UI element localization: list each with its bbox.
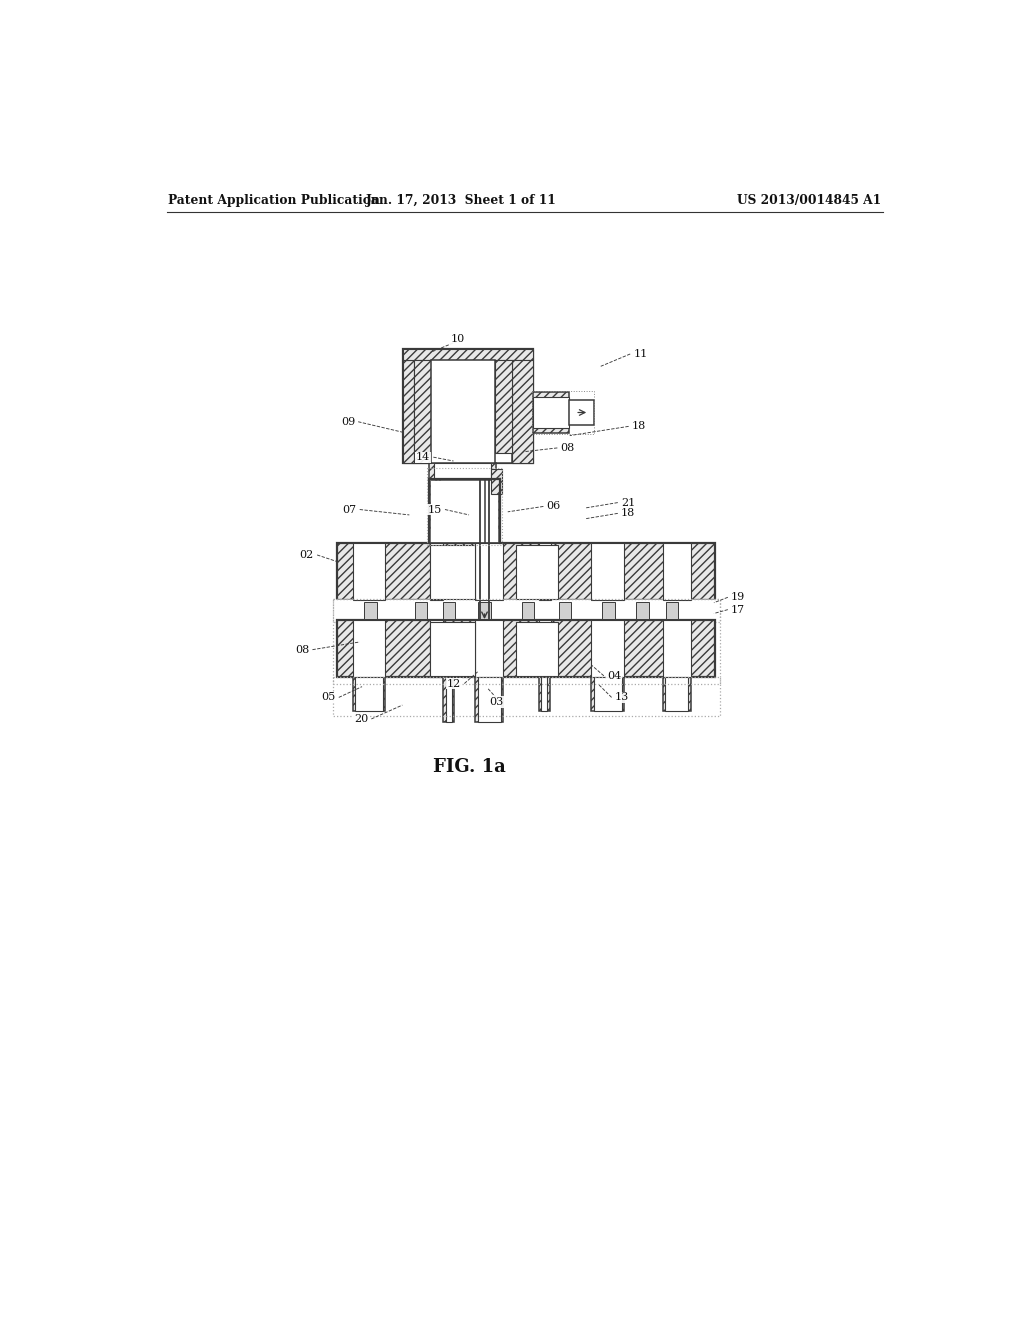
Bar (333, 677, 720, 715)
Text: FIG. 1a: FIG. 1a (432, 758, 506, 776)
Bar (442, 602, 455, 619)
Text: 12: 12 (447, 678, 461, 689)
Bar (477, 677, 501, 722)
Bar (541, 677, 547, 711)
Bar (495, 360, 512, 453)
Bar (352, 544, 385, 601)
Bar (663, 544, 690, 601)
Bar (559, 602, 571, 619)
Text: 20: 20 (354, 714, 369, 723)
Bar (512, 360, 534, 463)
Text: 10: 10 (451, 334, 465, 345)
Bar (475, 677, 503, 722)
Bar (539, 677, 550, 711)
Bar (403, 350, 534, 463)
Text: 08: 08 (295, 644, 309, 655)
Bar (430, 544, 442, 601)
Bar (475, 620, 503, 677)
Bar (352, 620, 385, 677)
Bar (430, 622, 475, 676)
Bar (534, 397, 569, 428)
Bar (429, 463, 496, 479)
Bar (430, 545, 475, 599)
Bar (429, 479, 439, 528)
Text: 18: 18 (632, 421, 646, 432)
Bar (430, 620, 442, 677)
Bar (431, 360, 495, 463)
Bar (592, 677, 624, 711)
Bar (515, 622, 558, 676)
Text: 18: 18 (621, 508, 635, 519)
Bar (414, 360, 512, 463)
Bar (515, 545, 558, 599)
Bar (365, 602, 377, 619)
Text: 06: 06 (547, 502, 561, 511)
Text: 14: 14 (416, 453, 430, 462)
Bar (521, 602, 535, 619)
Bar (427, 469, 502, 545)
Bar (666, 602, 678, 619)
Text: 04: 04 (607, 671, 622, 681)
Bar (534, 392, 569, 433)
Text: 13: 13 (614, 693, 629, 702)
Bar (602, 602, 614, 619)
Bar (592, 620, 624, 677)
Text: Jan. 17, 2013  Sheet 1 of 11: Jan. 17, 2013 Sheet 1 of 11 (366, 194, 557, 207)
Bar (415, 602, 427, 619)
Bar (443, 677, 455, 722)
Text: 15: 15 (428, 504, 442, 515)
Text: 02: 02 (300, 550, 314, 560)
Bar (337, 620, 716, 677)
Bar (539, 544, 551, 601)
Text: US 2013/0014845 A1: US 2013/0014845 A1 (737, 194, 882, 207)
Bar (333, 599, 720, 622)
Bar (539, 620, 551, 677)
Bar (352, 677, 385, 711)
Text: 11: 11 (633, 348, 647, 359)
Bar (478, 602, 490, 619)
Text: Patent Application Publication: Patent Application Publication (168, 194, 380, 207)
Bar (355, 677, 383, 711)
Bar (663, 677, 690, 711)
Bar (430, 480, 499, 541)
Bar (333, 599, 720, 684)
Bar (445, 677, 452, 722)
Bar (569, 400, 594, 425)
Text: 05: 05 (322, 693, 336, 702)
Bar (636, 602, 649, 619)
Bar (337, 544, 716, 601)
Text: 03: 03 (488, 697, 503, 708)
Bar (475, 544, 503, 601)
Text: 21: 21 (621, 498, 635, 508)
Text: 17: 17 (731, 605, 745, 615)
Text: 19: 19 (731, 593, 745, 602)
Bar (663, 620, 690, 677)
Bar (594, 677, 622, 711)
Bar (434, 463, 492, 479)
Bar (531, 391, 594, 434)
Bar (489, 479, 500, 528)
Text: 09: 09 (341, 417, 355, 426)
Bar (665, 677, 688, 711)
Bar (414, 360, 431, 463)
Text: 07: 07 (342, 504, 356, 515)
Bar (592, 544, 624, 601)
Bar (403, 350, 534, 360)
Text: 08: 08 (560, 444, 574, 453)
Bar (403, 360, 414, 463)
Bar (490, 470, 502, 494)
